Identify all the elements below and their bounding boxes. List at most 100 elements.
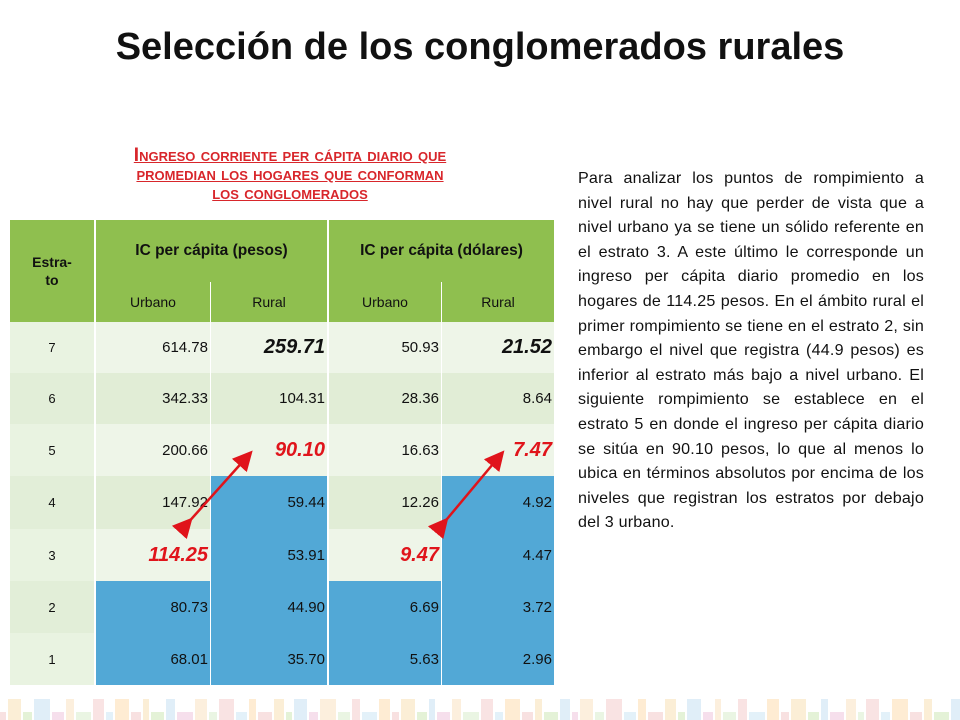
subtitle-line-2: promedian los hogares que conforman [136,164,444,185]
footer-bar [392,712,399,720]
footer-bar [738,699,747,720]
footer-bar [249,699,256,720]
dolares-urbano-cell: 5.63 [329,633,441,685]
dolares-urbano-cell: 6.69 [329,581,441,633]
pesos-urbano-cell: 614.78 [96,322,210,373]
footer-bar [320,699,336,720]
footer-bar [881,712,890,720]
sub-pesos-rural: Rural [211,282,327,322]
footer-bar [0,712,6,720]
footer-bar [143,699,149,720]
sub-dolares-urbano: Urbano [329,282,441,322]
arrow-dolares [427,450,505,540]
footer-bar [236,712,247,720]
footer-bar [858,712,864,720]
footer-bar [791,699,806,720]
estrato-header: Estra- to [10,220,94,322]
footer-bar [535,699,542,720]
footer-bar [572,712,578,720]
footer-bar [505,699,520,720]
footer-bar [338,712,350,720]
footer-bar [151,712,164,720]
footer-bar [808,712,819,720]
footer-bar [417,712,427,720]
footer-bar [678,712,685,720]
footer-bar [76,712,91,720]
footer-bar [209,712,217,720]
footer-bar [34,699,50,720]
footer-bar [522,712,533,720]
pesos-rural-cell: 35.70 [211,633,327,685]
footer-bar [638,699,646,720]
dolares-urbano-cell: 50.93 [329,322,441,373]
footer-bar [429,699,435,720]
footer-bar [544,712,558,720]
pesos-urbano-cell: 342.33 [96,373,210,424]
footer-bar [830,712,844,720]
pesos-rural-cell: 259.71 [211,322,327,373]
pesos-rural-cell: 90.10 [211,424,327,476]
footer-bar [560,699,570,720]
footer-bar [106,712,113,720]
estrato-cell: 1 [10,633,94,685]
footer-bar [309,712,318,720]
estrato-cell: 6 [10,373,94,424]
footer-bar [463,712,479,720]
footer-bar [274,699,284,720]
footer-bar [624,712,636,720]
pesos-urbano-cell: 114.25 [96,529,210,581]
dolares-urbano-cell: 9.47 [329,529,441,581]
footer-bar [452,699,461,720]
footer-bar [177,712,193,720]
footer-bar [924,699,932,720]
subtitle-line-1: Ingreso corriente per cápita diario que [133,145,447,166]
estrato-cell: 3 [10,529,94,581]
footer-bar [495,712,503,720]
footer-bar [606,699,622,720]
income-table: Estra- to IC per cápita (pesos) IC per c… [10,220,554,685]
footer-bar [379,699,390,720]
estrato-cell: 5 [10,424,94,476]
arrows-overlay [171,450,505,540]
footer-bar [910,712,922,720]
footer-bar [821,699,828,720]
footer-bar [580,699,593,720]
footer-bar [934,712,949,720]
footer-bar [52,712,64,720]
footer-bar [951,699,960,720]
header-dolares: IC per cápita (dólares) [329,220,554,282]
footer-bar [131,712,141,720]
subtitle-line-3: los conglomerados [212,183,368,204]
footer-bar [93,699,104,720]
pesos-rural-cell: 44.90 [211,581,327,633]
footer-bar [723,712,736,720]
footer-bar [481,699,493,720]
arrow-pesos [171,450,253,540]
footer-bar [749,712,765,720]
dolares-rural-cell: 3.72 [442,581,554,633]
dolares-urbano-cell: 28.36 [329,373,441,424]
footer-bar [362,712,377,720]
footer-bar [437,712,450,720]
footer-bar [294,699,307,720]
footer-bar [195,699,207,720]
sub-pesos-urbano: Urbano [96,282,210,322]
explanation-paragraph: Para analizar los puntos de rompimiento … [578,169,924,532]
sub-dolares-rural: Rural [442,282,554,322]
footer-bar [66,699,74,720]
footer-bar [258,712,272,720]
footer-bar [665,699,676,720]
footer-bar [286,712,292,720]
footer-bar [23,712,32,720]
footer-bar [767,699,779,720]
footer-bar [352,699,360,720]
footer-bar [401,699,415,720]
decorative-footer-bars [0,684,960,720]
estrato-cell: 2 [10,581,94,633]
footer-bar [219,699,234,720]
footer-bar [648,712,663,720]
table-subtitle: Ingreso corriente per cápita diario que … [40,146,540,203]
footer-bar [115,699,129,720]
footer-bar [892,699,908,720]
header-pesos: IC per cápita (pesos) [96,220,327,282]
